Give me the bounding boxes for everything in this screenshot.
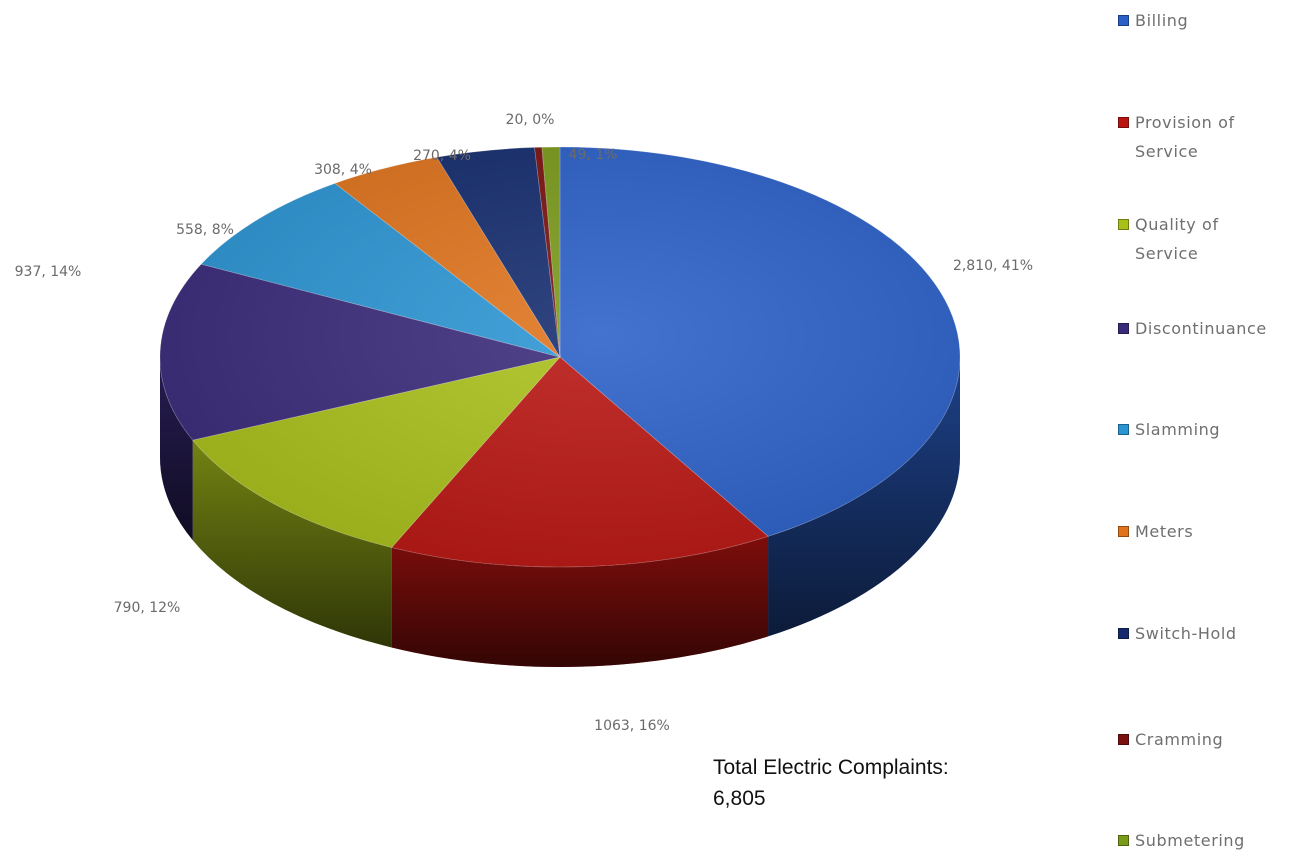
legend-label: Discontinuance (1135, 319, 1267, 338)
legend-swatch (1118, 835, 1129, 846)
legend-label: Meters (1135, 522, 1194, 541)
pie-top-sheen (160, 147, 960, 567)
legend-label: Billing (1135, 11, 1189, 30)
legend-swatch (1118, 628, 1129, 639)
data-label-discontinuance: 937, 14% (15, 264, 82, 280)
legend-swatch (1118, 15, 1129, 26)
legend-label: Slamming (1135, 420, 1221, 439)
data-label-cramming: 20, 0% (506, 112, 555, 128)
legend-item-cramming: Cramming (1115, 725, 1285, 754)
legend-item-billing: Billing (1115, 6, 1285, 35)
pie-top-faces (159, 146, 961, 568)
legend-item-provision-of-service: Provision of Service (1115, 108, 1285, 166)
legend-label: Cramming (1135, 730, 1224, 749)
legend-item-switch-hold: Switch-Hold (1115, 619, 1285, 648)
legend-label: Submetering (1135, 831, 1245, 850)
legend-item-slamming: Slamming (1115, 415, 1285, 444)
legend-swatch (1118, 323, 1129, 334)
pie-side-shade (160, 357, 193, 541)
data-label-provision-of-service: 1063, 16% (594, 718, 670, 734)
total-complaints: Total Electric Complaints: 6,805 (713, 752, 1043, 814)
legend-swatch (1118, 526, 1129, 537)
data-label-submetering: 49, 1% (569, 147, 618, 163)
pie-side-shade (391, 536, 769, 668)
data-label-quality-of-service: 790, 12% (114, 600, 181, 616)
legend-label: Quality of Service (1135, 215, 1219, 263)
legend-swatch (1118, 117, 1129, 128)
data-labels: 2,810, 41% 1063, 16% 790, 12% 937, 14% 558, … (15, 112, 1033, 734)
legend: Billing Provision of Service Quality of Se… (1115, 0, 1290, 857)
pie-side-shade (768, 357, 960, 637)
total-complaints-value: 6,805 (713, 787, 766, 810)
legend-item-quality-of-service: Quality of Service (1115, 210, 1285, 268)
legend-swatch (1118, 424, 1129, 435)
data-label-meters: 308, 4% (314, 162, 372, 178)
legend-item-meters: Meters (1115, 517, 1285, 546)
legend-swatch (1118, 219, 1129, 230)
legend-label: Provision of Service (1135, 113, 1235, 161)
data-label-billing: 2,810, 41% (953, 258, 1033, 274)
pie-side-walls (160, 357, 960, 668)
pie-side-shade (192, 440, 392, 648)
data-label-slamming: 558, 8% (176, 222, 234, 238)
legend-item-discontinuance: Discontinuance (1115, 314, 1285, 343)
legend-label: Switch-Hold (1135, 624, 1237, 643)
legend-item-submetering: Submetering (1115, 826, 1285, 855)
data-label-switch-hold: 270, 4% (413, 148, 471, 164)
legend-swatch (1118, 734, 1129, 745)
total-complaints-label: Total Electric Complaints: (713, 756, 949, 779)
